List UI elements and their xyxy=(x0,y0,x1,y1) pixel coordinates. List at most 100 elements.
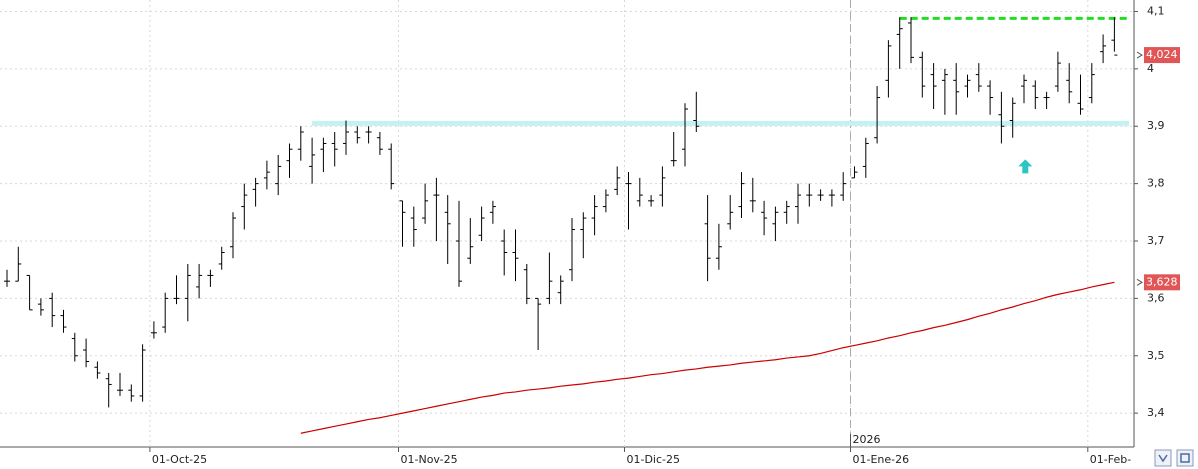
ohlc-bar xyxy=(83,338,90,368)
ohlc-bar xyxy=(297,126,304,161)
ohlc-bar xyxy=(422,183,429,224)
ohlc-bar xyxy=(501,229,508,276)
ohlc-bar xyxy=(263,160,270,190)
ohlc-bar xyxy=(648,195,655,207)
y-tick-label: 3,4 xyxy=(1147,406,1165,419)
ohlc-bar xyxy=(37,298,44,316)
ohlc-bar xyxy=(659,166,666,207)
ohlc-bar xyxy=(275,154,282,196)
x-tick-label: 01-Dic-25 xyxy=(627,453,681,466)
price-tag xyxy=(1144,47,1180,64)
y-tick-label: 3,7 xyxy=(1147,234,1165,247)
y-tick-label: 3,9 xyxy=(1147,119,1165,132)
ohlc-bar xyxy=(433,177,440,242)
x-tick-label: 01-Oct-25 xyxy=(152,453,207,466)
ohlc-bar xyxy=(828,189,835,207)
ohlc-bar xyxy=(376,131,383,155)
ohlc-bar xyxy=(941,68,948,115)
ohlc-bar xyxy=(218,246,225,270)
price-tag xyxy=(1144,274,1180,291)
ohlc-bar xyxy=(919,51,926,98)
ohlc-bar xyxy=(761,200,768,236)
ohlc-bar xyxy=(49,292,56,328)
ohlc-bar xyxy=(727,195,734,230)
ohlc-bar xyxy=(840,172,847,201)
price-tag-label: 3,628 xyxy=(1146,275,1178,288)
ohlc-bar xyxy=(456,200,462,287)
ohlc-bar xyxy=(399,200,406,247)
x-tick-label: 01-Ene-26 xyxy=(853,453,910,466)
ohlc-bar xyxy=(851,166,858,179)
y-tick-label: 3,5 xyxy=(1147,349,1165,362)
ohlc-bar xyxy=(602,189,609,213)
ohlc-bar xyxy=(862,137,869,178)
ohlc-bar xyxy=(591,195,598,236)
ohlc-bar xyxy=(489,200,496,224)
ohlc-bar xyxy=(512,229,519,282)
moving-average xyxy=(300,281,1115,434)
ohlc-bar xyxy=(320,137,327,173)
ohlc-bar xyxy=(60,309,67,333)
ohlc-bar xyxy=(1111,17,1118,56)
ohlc-bar xyxy=(930,63,937,110)
ohlc-bar xyxy=(614,166,621,196)
ohlc-bar xyxy=(94,361,101,379)
y-axis-panel xyxy=(1134,0,1198,469)
ohlc-bar xyxy=(139,344,146,402)
ohlc-bar xyxy=(704,195,711,282)
ohlc-bar xyxy=(4,269,10,287)
ohlc-bar xyxy=(150,321,157,339)
ohlc-bar xyxy=(987,80,994,115)
ohlc-bar xyxy=(173,275,180,305)
save-button[interactable] xyxy=(1176,449,1194,467)
ohlc-bar xyxy=(388,143,395,190)
ohlc-bar xyxy=(636,177,643,207)
ohlc-bar xyxy=(1077,74,1084,115)
ohlc-bar xyxy=(817,189,824,201)
ohlc-bar xyxy=(772,206,779,242)
y-tick-label: 3,6 xyxy=(1147,291,1165,304)
ohlc-bar xyxy=(885,40,892,98)
ohlc-bar xyxy=(557,275,564,305)
ohlc-bar xyxy=(953,63,960,115)
ohlc-bar xyxy=(738,172,745,219)
ohlc-bar xyxy=(580,212,587,259)
ohlc-bar xyxy=(117,372,123,396)
ohlc-bar xyxy=(207,269,214,287)
ohlc-bar xyxy=(1088,63,1095,104)
scroll-buttons[interactable] xyxy=(1154,449,1194,467)
ohlc-bar xyxy=(806,183,813,207)
ohlc-bar xyxy=(410,206,417,247)
ohlc-bar xyxy=(230,212,236,259)
ohlc-bar xyxy=(975,63,982,92)
ohlc-bar xyxy=(546,252,553,305)
ohlc-bar xyxy=(1043,91,1050,110)
ohlc-bar xyxy=(998,91,1005,144)
ohlc-bar xyxy=(874,86,881,144)
ohlc-bar xyxy=(715,223,722,270)
ohlc-bar xyxy=(693,91,700,132)
price-tag-pointer xyxy=(1136,278,1143,286)
ohlc-bar xyxy=(128,384,135,402)
x-tick-label: 01-Feb- xyxy=(1090,453,1131,466)
ohlc-bar xyxy=(569,218,575,282)
ohlc-bar xyxy=(908,17,914,64)
ohlc-bar xyxy=(467,218,474,264)
y-tick-label: 3,8 xyxy=(1147,177,1165,190)
ohlc-bar xyxy=(331,131,338,167)
ohlc-bar xyxy=(252,177,259,207)
scroll-left-button[interactable] xyxy=(1154,449,1172,467)
ohlc-bar xyxy=(1021,74,1027,104)
arrow-marker xyxy=(1018,159,1033,174)
ohlc-bar xyxy=(286,143,293,178)
ohlc-bar xyxy=(1054,51,1061,92)
ohlc-bar xyxy=(196,263,203,299)
ohlc-bar xyxy=(26,274,33,311)
ohlc-bar xyxy=(1100,34,1107,64)
ohlc-bar xyxy=(15,246,22,282)
save-icon xyxy=(1180,453,1190,463)
ohlc-bar xyxy=(896,17,903,69)
ohlc-bar xyxy=(1066,63,1073,104)
scroll-icon xyxy=(1158,454,1168,463)
